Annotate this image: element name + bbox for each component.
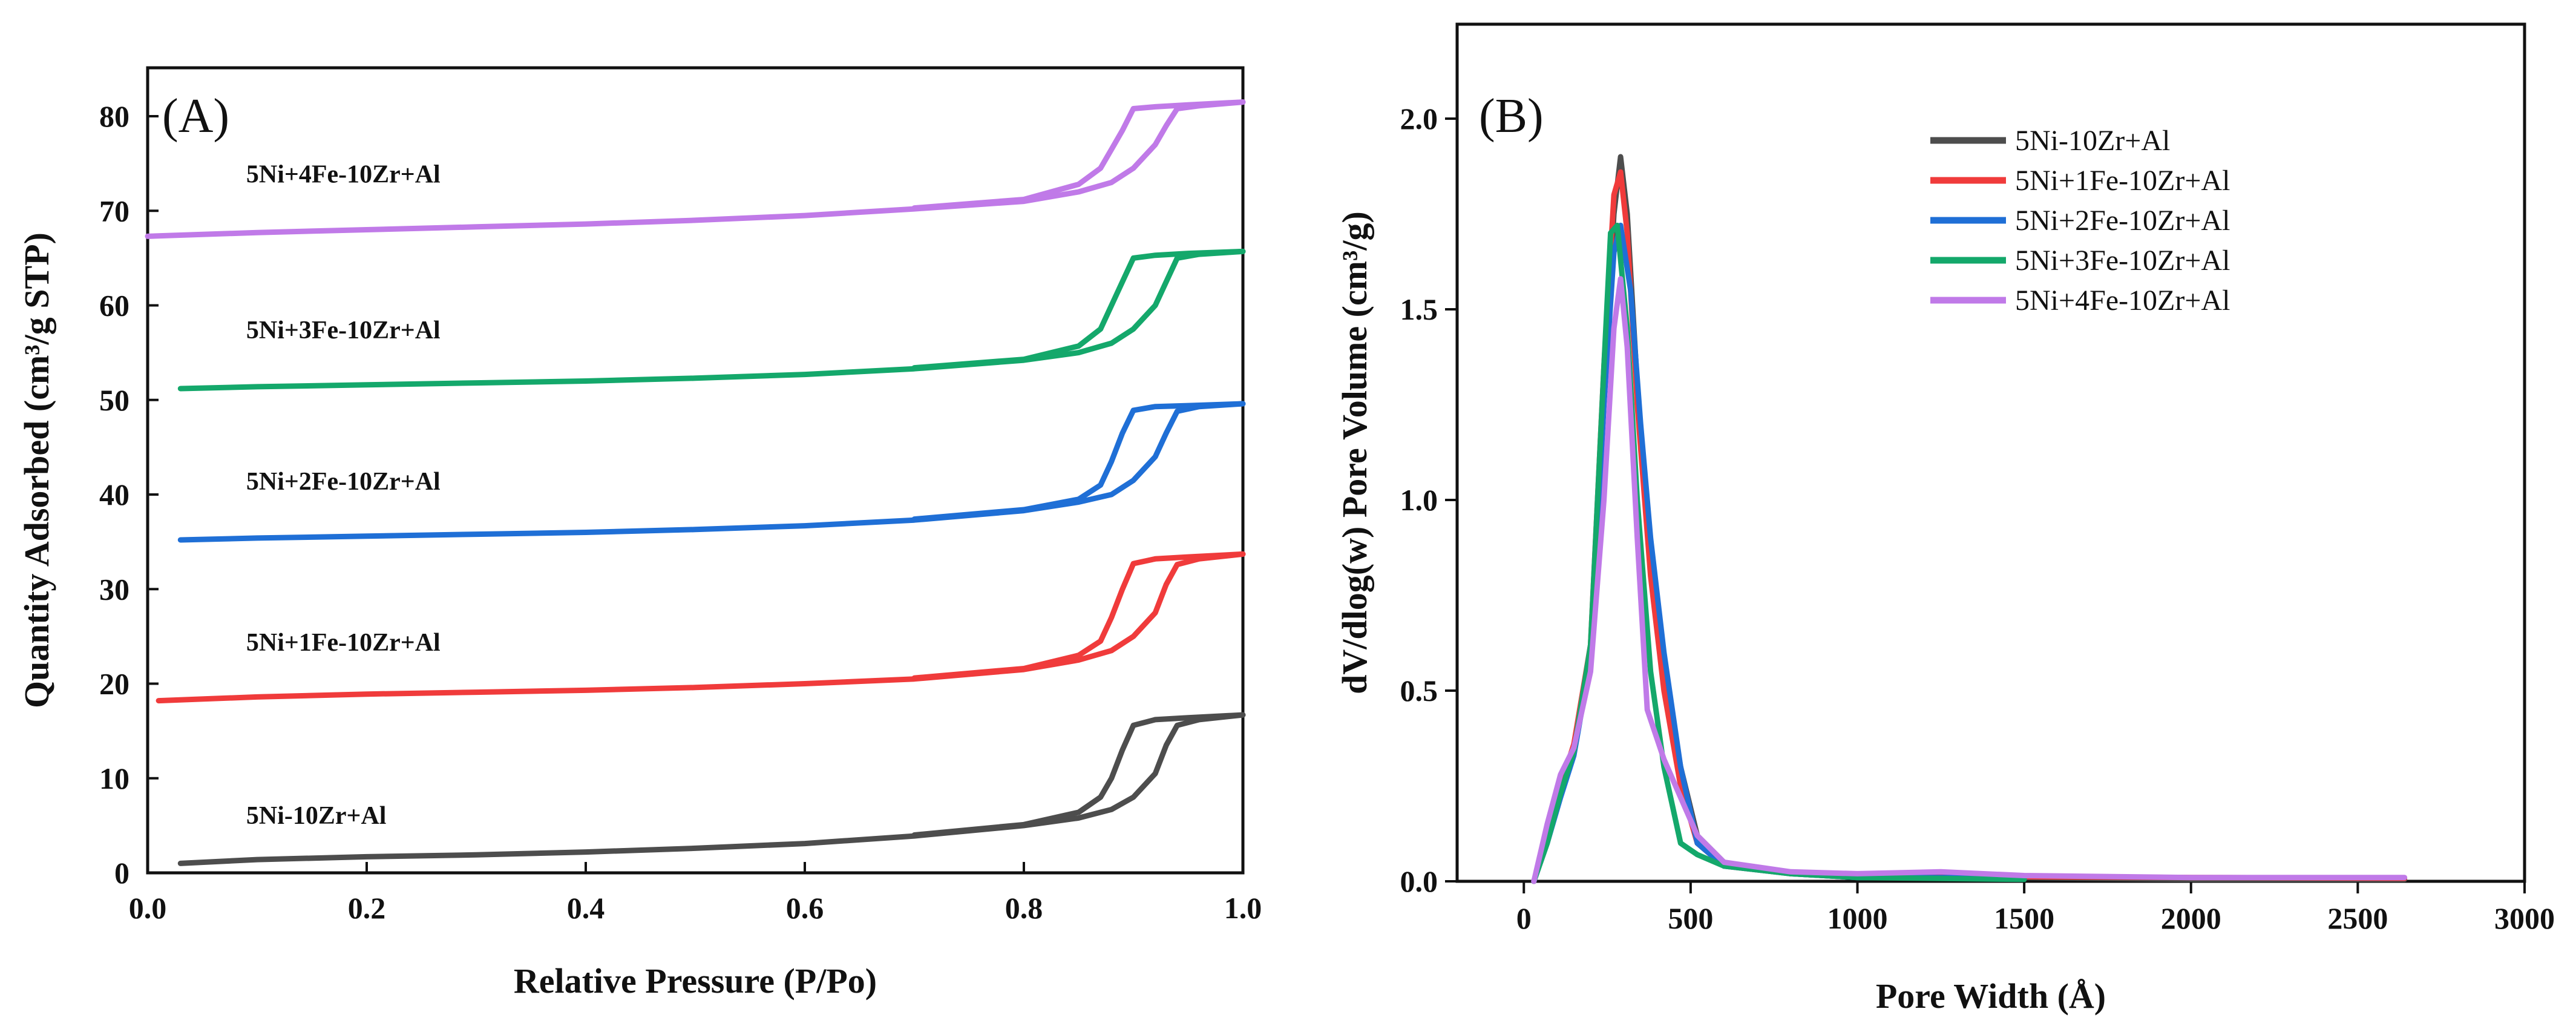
isotherm-adsorption-5ni-10zr-al xyxy=(177,712,1246,866)
series-annotation-5ni-1fe-10zr-al: 5Ni+1Fe-10Zr+Al xyxy=(246,629,441,657)
series-annotation-5ni-10zr-al: 5Ni-10Zr+Al xyxy=(246,802,387,830)
panel-b-y-tick-label: 1.5 xyxy=(1400,292,1438,326)
isotherm-desorption-5ni-1fe-10zr-al xyxy=(911,551,1246,681)
panel-b-legend: 5Ni-10Zr+Al 5Ni+1Fe-10Zr+Al 5Ni+2Fe-10Zr+A… xyxy=(1930,125,2230,317)
panel-b-y-tick-label: 0.0 xyxy=(1400,864,1438,898)
panel-b-x-tick-label: 2000 xyxy=(2161,901,2221,935)
isotherm-adsorption-5ni-1fe-10zr-al xyxy=(156,551,1246,704)
panel-a-x-tick-label: 1.0 xyxy=(1224,891,1262,925)
panel-a-x-tick-label: 0.8 xyxy=(1005,891,1043,925)
legend-label-5ni-1fe-10zr-al: 5Ni+1Fe-10Zr+Al xyxy=(2015,165,2230,197)
panel-b-x-tick-label: 1000 xyxy=(1827,901,1888,935)
panel-a-y-tick-label: 10 xyxy=(99,761,129,795)
legend-label-5ni-4fe-10zr-al: 5Ni+4Fe-10Zr+Al xyxy=(2015,284,2230,317)
panel-b-y-axis-label: dV/dlog(w) Pore Volume (cm³/g) xyxy=(1335,211,1374,694)
isotherm-desorption-5ni-10zr-al xyxy=(911,712,1246,838)
panel-a-plot-frame xyxy=(146,66,1245,875)
panel-a-y-tick-label: 40 xyxy=(99,478,129,511)
panel-a-x-tick-label: 0.4 xyxy=(567,891,605,925)
series-annotation-5ni-2fe-10zr-al: 5Ni+2Fe-10Zr+Al xyxy=(246,468,441,496)
pore-distribution-5ni-4fe-10zr-al xyxy=(1531,276,2408,884)
panel-a-x-tick-label: 0.2 xyxy=(348,891,386,925)
legend-label-5ni-3fe-10zr-al: 5Ni+3Fe-10Zr+Al xyxy=(2015,245,2230,277)
panel-b-x-tick-label: 1500 xyxy=(1994,901,2054,935)
panel-a-y-tick-label: 20 xyxy=(99,667,129,701)
panel-a-label: (A) xyxy=(162,90,229,143)
isotherm-desorption-5ni-2fe-10zr-al xyxy=(911,401,1246,522)
panel-b-pore-size-chart: (B) Pore Width (Å) dV/dlog(w) Pore Volum… xyxy=(1335,22,2555,1016)
panel-b-x-axis-label: Pore Width (Å) xyxy=(1876,976,2106,1016)
panel-a-y-tick-label: 0 xyxy=(114,856,129,890)
pore-distribution-5ni-3fe-10zr-al xyxy=(1531,222,2027,884)
series-annotation-5ni-3fe-10zr-al: 5Ni+3Fe-10Zr+Al xyxy=(246,317,441,344)
panel-a-x-axis-label: Relative Pressure (P/Po) xyxy=(514,961,877,1001)
legend-label-5ni-2fe-10zr-al: 5Ni+2Fe-10Zr+Al xyxy=(2015,205,2230,237)
legend-label-5ni-10zr-al: 5Ni-10Zr+Al xyxy=(2015,125,2170,157)
panel-a-y-tick-label: 70 xyxy=(99,194,129,228)
panel-b-y-tick-label: 1.0 xyxy=(1400,483,1438,517)
panel-b-x-tick-label: 3000 xyxy=(2494,901,2555,935)
panel-a-y-tick-label: 30 xyxy=(99,572,129,606)
panel-b-x-tick-label: 500 xyxy=(1668,901,1713,935)
series-annotation-5ni-4fe-10zr-al: 5Ni+4Fe-10Zr+Al xyxy=(246,160,441,188)
panel-b-y-tick-label: 0.5 xyxy=(1400,674,1438,708)
panel-b-x-tick-label: 2500 xyxy=(2327,901,2388,935)
panel-a-y-tick-label: 50 xyxy=(99,383,129,417)
isotherm-desorption-5ni-3fe-10zr-al xyxy=(911,248,1246,371)
panel-a-y-axis-label: Quantity Adsorbed (cm³/g STP) xyxy=(17,232,56,708)
panel-a-x-tick-label: 0.0 xyxy=(129,891,167,925)
panel-b-label: (B) xyxy=(1479,90,1544,143)
panel-b-plot-frame xyxy=(1455,22,2526,883)
isotherm-desorption-5ni-4fe-10zr-al xyxy=(911,99,1246,211)
panel-b-x-tick-label: 0 xyxy=(1516,901,1532,935)
panel-a-y-tick-label: 80 xyxy=(99,99,129,133)
panel-b-y-tick-label: 2.0 xyxy=(1400,102,1438,136)
panel-a-x-tick-label: 0.6 xyxy=(786,891,824,925)
panel-a-isotherm-chart: (A) Relative Pressure (P/Po) Quantity Ad… xyxy=(17,66,1262,1001)
panel-a-y-tick-label: 60 xyxy=(99,289,129,323)
